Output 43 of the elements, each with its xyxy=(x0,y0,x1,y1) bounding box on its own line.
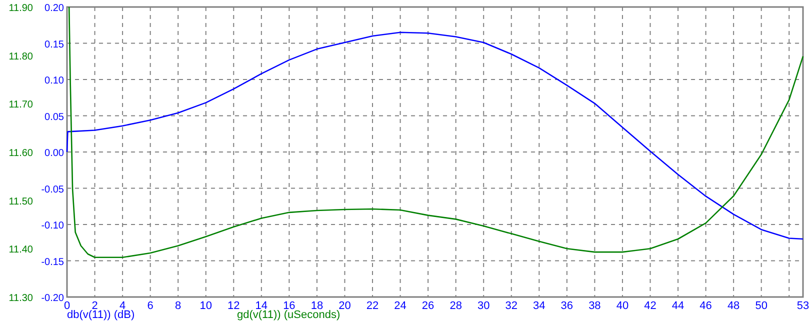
line-series xyxy=(68,6,804,258)
y-tick-label: 0.20 xyxy=(44,3,64,14)
x-tick-label: 36 xyxy=(560,300,574,312)
x-tick-label: 32 xyxy=(505,300,518,312)
y-tick-label: -0.20 xyxy=(41,293,64,304)
text: db(v(11)) (dB) xyxy=(67,309,135,321)
x-tick-label: 48 xyxy=(727,300,740,312)
y2-tick-label: 11.50 xyxy=(8,196,34,208)
x-tick-label: 6 xyxy=(147,300,154,312)
y2-tick-label: 11.60 xyxy=(8,148,34,159)
x-tick-label: 8 xyxy=(175,300,182,312)
x-tick-label: 18 xyxy=(310,300,324,312)
x-tick-label: 38 xyxy=(588,300,601,312)
x-tick-label: 42 xyxy=(644,300,656,312)
y2-tick-label: 11.40 xyxy=(8,244,34,256)
y-tick-label: -0.15 xyxy=(41,256,64,268)
y2-tick-label: 11.30 xyxy=(8,293,34,304)
x-tick-label: 12 xyxy=(228,300,240,312)
x-tick-label: 50 xyxy=(755,300,768,312)
x-tick-label: 20 xyxy=(338,300,351,312)
text: gd(v(11)) (uSeconds) xyxy=(237,309,340,321)
x-tick-label: 28 xyxy=(450,300,462,312)
x-tick-label: 26 xyxy=(422,300,434,312)
x-tick-label: 44 xyxy=(672,300,684,312)
y-tick-label: -0.05 xyxy=(41,184,64,196)
y2-tick-label: 11.90 xyxy=(8,3,34,14)
x-tick-label: 24 xyxy=(394,300,406,312)
y-tick-label: 0.15 xyxy=(44,39,64,50)
x-tick-label: 40 xyxy=(616,300,629,312)
x-tick-label: 10 xyxy=(200,300,212,312)
x-tick-label: 53 xyxy=(796,300,810,312)
y-tick-label: 0.05 xyxy=(44,112,64,123)
x-tick-label: 34 xyxy=(533,300,546,312)
y-tick-label: 0.10 xyxy=(44,76,64,86)
y-tick-label: -0.10 xyxy=(41,220,64,232)
x-tick-label: 46 xyxy=(700,300,712,312)
y2-tick-label: 11.80 xyxy=(8,51,34,62)
y-tick-label: 0.00 xyxy=(44,148,64,159)
x-tick-label: 0 xyxy=(64,300,70,312)
line-series xyxy=(66,32,804,240)
x-tick-label: 22 xyxy=(366,300,379,312)
x-tick-label: 30 xyxy=(477,300,490,312)
y2-tick-label: 11.70 xyxy=(8,100,34,111)
